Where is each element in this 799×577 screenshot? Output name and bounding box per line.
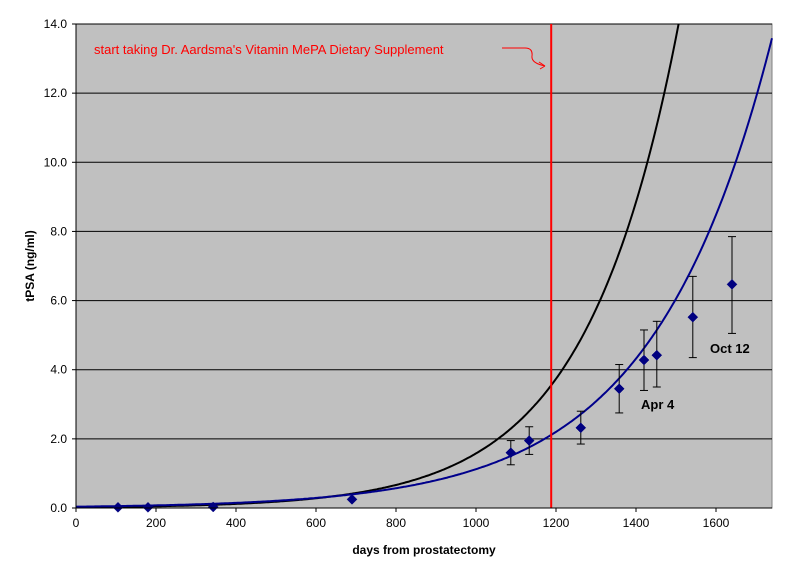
oct-12-label: Oct 12 xyxy=(710,341,750,356)
x-tick-label-3: 600 xyxy=(306,516,326,530)
x-tick-label-1: 200 xyxy=(146,516,166,530)
fit-curve-1 xyxy=(75,37,773,508)
data-points xyxy=(112,278,738,513)
y-tick-label-7: 14.0 xyxy=(44,17,68,31)
gridlines xyxy=(76,23,772,440)
data-point-11 xyxy=(726,278,738,290)
x-tick-label-6: 1200 xyxy=(543,516,570,530)
x-tick-label-4: 800 xyxy=(386,516,406,530)
x-tick-label-0: 0 xyxy=(73,516,80,530)
y-tick-label-2: 4.0 xyxy=(50,363,67,377)
axes xyxy=(72,23,772,512)
x-tick-label-2: 400 xyxy=(226,516,246,530)
data-point-1 xyxy=(142,501,154,513)
y-tick-label-1: 2.0 xyxy=(50,432,67,446)
supplement-annotation: start taking Dr. Aardsma's Vitamin MePA … xyxy=(94,42,444,57)
data-point-6 xyxy=(575,422,587,434)
x-tick-label-5: 1000 xyxy=(463,516,490,530)
y-tick-label-3: 6.0 xyxy=(50,294,67,308)
y-tick-label-5: 10.0 xyxy=(44,155,68,169)
annotation-arrow xyxy=(502,47,546,67)
data-point-10 xyxy=(687,311,699,323)
data-point-4 xyxy=(505,447,517,459)
x-axis-title: days from prostatectomy xyxy=(352,543,496,557)
x-tick-label-8: 1600 xyxy=(703,516,730,530)
y-axis-title: tPSA (ng/ml) xyxy=(23,230,37,302)
data-point-0 xyxy=(112,501,124,513)
y-tick-label-6: 12.0 xyxy=(44,86,68,100)
data-point-9 xyxy=(651,349,663,361)
plot-area xyxy=(75,23,773,509)
y-tick-label-0: 0.0 xyxy=(50,501,67,515)
x-tick-label-7: 1400 xyxy=(623,516,650,530)
tick-labels: 0 200 400 600 800 1000 1200 1400 1600 0.0 2.0 4.0 6.… xyxy=(44,17,730,530)
data-point-5 xyxy=(523,435,535,446)
data-point-7 xyxy=(613,383,625,395)
data-point-8 xyxy=(638,354,650,366)
data-point-2 xyxy=(207,501,219,513)
data-point-3 xyxy=(346,494,358,505)
annotation-arrowhead xyxy=(538,61,546,70)
y-tick-label-4: 8.0 xyxy=(50,224,67,238)
fit-curves xyxy=(75,23,773,509)
apr-4-label: Apr 4 xyxy=(641,397,675,412)
